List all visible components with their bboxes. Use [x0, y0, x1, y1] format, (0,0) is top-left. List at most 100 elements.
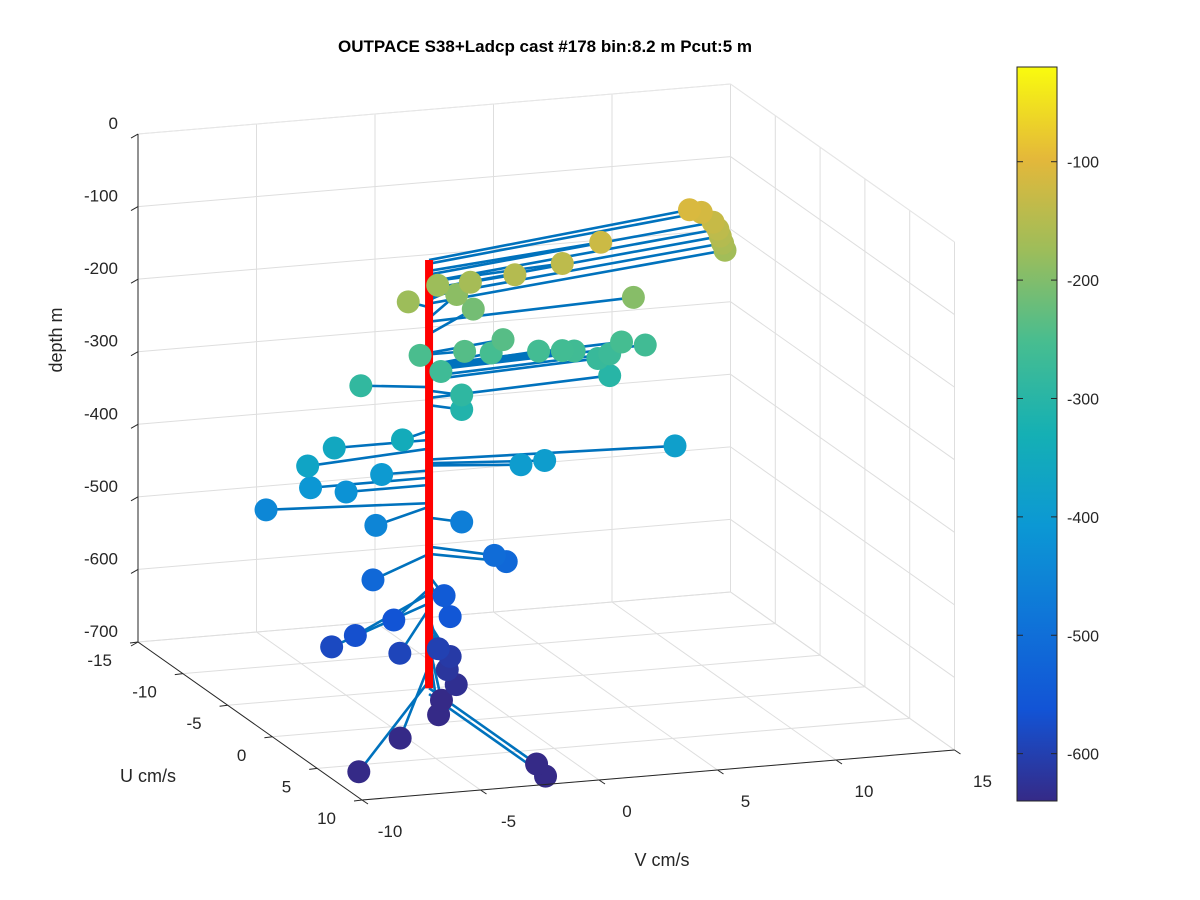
z-axis-label: depth m — [46, 307, 66, 372]
data-point — [390, 428, 414, 452]
data-point — [550, 339, 574, 363]
data-point — [388, 641, 412, 665]
data-point — [426, 637, 450, 661]
grid-line — [227, 654, 821, 706]
y-tick — [129, 641, 139, 644]
z-tick-label: -700 — [84, 622, 118, 641]
data-point — [453, 339, 477, 363]
grid-line — [730, 446, 955, 606]
y-axis-label: U cm/s — [120, 766, 176, 786]
z-tick — [130, 351, 139, 357]
data-point — [461, 297, 485, 321]
grid-line — [317, 717, 910, 769]
colorbar-tick-label: -600 — [1067, 747, 1099, 764]
y-tick-label: -5 — [186, 714, 201, 733]
data-point — [633, 333, 657, 357]
colorbar-tick-label: -300 — [1067, 391, 1099, 408]
grid-line — [730, 156, 955, 315]
data-point — [663, 434, 687, 458]
x-axis-label: V cm/s — [634, 850, 689, 870]
y-tick — [219, 704, 228, 707]
stem-line — [428, 208, 690, 262]
x-tick — [835, 759, 843, 765]
z-tick — [130, 133, 139, 139]
points — [254, 198, 737, 788]
stem-line — [429, 463, 521, 467]
y-tick-label: 10 — [317, 809, 336, 828]
grid-line — [137, 373, 731, 425]
data-point — [429, 360, 453, 384]
data-point — [334, 480, 358, 504]
z-tick — [130, 278, 139, 284]
z-tick-label: -500 — [84, 477, 118, 496]
data-point — [677, 198, 701, 222]
box-edge — [137, 83, 731, 135]
data-point — [589, 230, 613, 254]
data-point — [320, 635, 344, 659]
data-point — [610, 330, 634, 354]
grid-line — [137, 446, 731, 498]
stem-line — [345, 483, 430, 494]
stem-line — [428, 357, 599, 382]
z-tick — [130, 206, 139, 212]
data-point — [382, 608, 406, 632]
chart-title: OUTPACE S38+Ladcp cast #178 bin:8.2 m Pc… — [338, 37, 752, 56]
x-tick-label: 15 — [973, 772, 992, 791]
stem-line — [428, 262, 563, 284]
x-tick — [954, 749, 961, 755]
data-point — [426, 273, 450, 297]
x-tick — [717, 769, 724, 775]
stem-line — [428, 227, 719, 284]
grid-line — [256, 631, 481, 791]
grid-line — [730, 373, 955, 533]
x-tick-label: 5 — [741, 792, 750, 811]
data-point — [347, 760, 371, 784]
data-point — [491, 328, 515, 352]
data-point — [533, 449, 557, 473]
y-tick — [174, 673, 183, 676]
grid-line — [611, 601, 837, 761]
stem-line — [428, 296, 634, 324]
data-point — [503, 263, 527, 287]
z-tick-label: -200 — [84, 259, 118, 278]
data-point — [349, 374, 373, 398]
colorbar — [1016, 66, 1058, 802]
stem-line — [428, 249, 726, 305]
stem-line — [307, 447, 430, 468]
z-tick-label: -100 — [84, 187, 118, 206]
data-point — [370, 462, 394, 486]
grid-line — [730, 301, 955, 461]
data-point — [598, 364, 622, 388]
y-tick-label: -10 — [132, 683, 157, 702]
data-point — [299, 476, 323, 500]
z-tick-label: -400 — [84, 404, 118, 423]
y-tick-label: 0 — [237, 746, 246, 765]
grid-line — [730, 519, 955, 678]
data-point — [482, 543, 506, 567]
axis-grid — [137, 83, 955, 801]
grid-line — [137, 518, 731, 570]
x-axis-line — [361, 749, 955, 801]
stem-line — [428, 241, 601, 273]
grid-line — [730, 591, 955, 751]
data-point — [527, 339, 551, 363]
z-tick-label: -600 — [84, 549, 118, 568]
data-point — [621, 285, 645, 309]
data-point — [509, 453, 533, 477]
data-point — [388, 726, 412, 750]
stem-line — [357, 680, 431, 773]
stem-line — [428, 211, 702, 265]
x-tick-label: -10 — [378, 822, 403, 841]
data-point — [343, 623, 367, 647]
z-tick-label: -300 — [84, 332, 118, 351]
data-point — [296, 454, 320, 478]
y-tick — [309, 767, 318, 770]
data-point — [458, 270, 482, 294]
stem-line — [310, 476, 430, 490]
y-tick-label: 5 — [282, 777, 291, 796]
grid-line — [730, 228, 955, 388]
data-point — [550, 251, 574, 275]
data-point — [450, 383, 474, 407]
x-tick — [361, 799, 369, 805]
